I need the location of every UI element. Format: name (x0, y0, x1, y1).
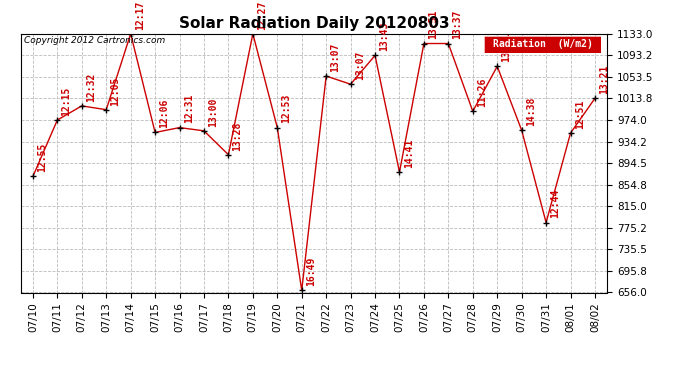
Text: 12:27: 12:27 (257, 0, 267, 30)
Text: 13:37: 13:37 (453, 10, 462, 39)
Text: 12:06: 12:06 (159, 99, 169, 128)
Text: 13:07: 13:07 (355, 51, 365, 80)
Text: 11:26: 11:26 (477, 78, 487, 107)
Text: 12:51: 12:51 (575, 99, 584, 129)
Text: 12:15: 12:15 (61, 87, 72, 116)
Text: 16:49: 16:49 (306, 257, 316, 286)
Text: 12:32: 12:32 (86, 72, 96, 102)
Text: 13:07: 13:07 (331, 42, 340, 72)
Text: Copyright 2012 Cartronics.com: Copyright 2012 Cartronics.com (23, 36, 165, 45)
Text: 14:38: 14:38 (526, 97, 536, 126)
Text: 12:53: 12:53 (282, 94, 291, 123)
Text: 12:44: 12:44 (550, 189, 560, 218)
Text: 12:31: 12:31 (184, 94, 194, 123)
Text: 12:55: 12:55 (37, 143, 47, 172)
Text: 12:05: 12:05 (110, 76, 120, 105)
Text: 14:41: 14:41 (404, 138, 413, 168)
Text: 13:43: 13:43 (380, 22, 389, 51)
Text: 13:28: 13:28 (233, 121, 243, 150)
Text: 13:21: 13:21 (502, 33, 511, 62)
Title: Solar Radiation Daily 20120803: Solar Radiation Daily 20120803 (179, 16, 449, 31)
Text: 13:00: 13:00 (208, 97, 218, 127)
Text: 13:51: 13:51 (428, 10, 438, 39)
Text: 13:21: 13:21 (599, 65, 609, 94)
Text: 12:17: 12:17 (135, 0, 145, 30)
